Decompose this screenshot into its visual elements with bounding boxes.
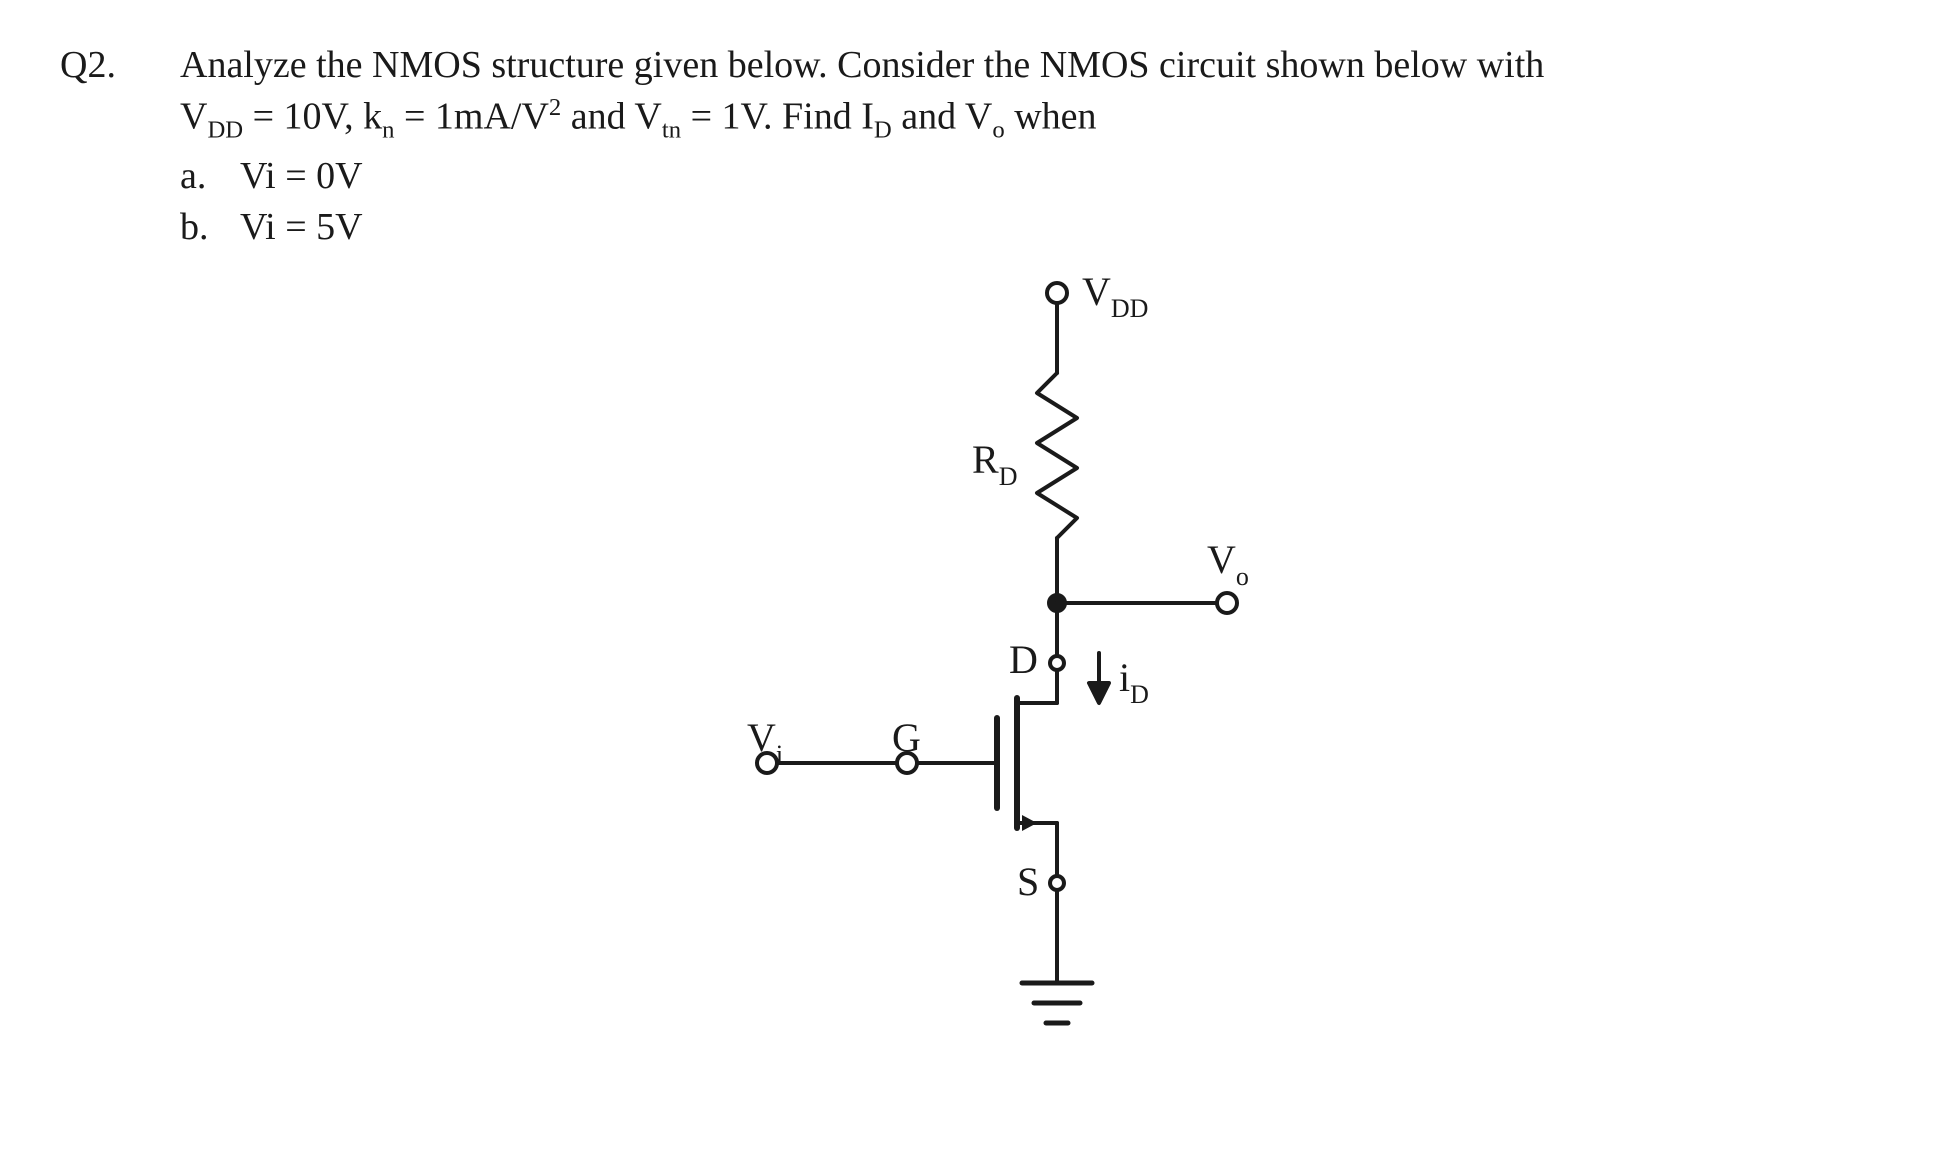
vo-label: Vo [1207, 537, 1249, 591]
vo-main: V [1207, 537, 1236, 582]
question-body: Analyze the NMOS structure given below. … [180, 40, 1894, 1093]
rd-label: RD [972, 437, 1017, 491]
l2c: and V [561, 96, 662, 138]
s-label: S [1017, 859, 1039, 904]
kn-sub: n [382, 117, 394, 144]
nmos-source-arrow [1022, 815, 1037, 831]
question-line-2: VDD = 10V, kn = 1mA/V2 and Vtn = 1V. Fin… [180, 91, 1894, 147]
l2a: = 10V, k [243, 96, 382, 138]
vdd-sub: DD [207, 117, 243, 144]
id-sub: D [874, 117, 892, 144]
part-a-label: a. [180, 151, 240, 202]
part-b-label: b. [180, 202, 240, 253]
d-main: D [1009, 637, 1038, 682]
rd-main: R [972, 437, 999, 482]
vdd-terminal [1047, 283, 1067, 303]
circuit-diagram: VDD RD [637, 263, 1437, 1093]
part-b-text: Vi = 5V [240, 202, 363, 253]
question-line-1: Analyze the NMOS structure given below. … [180, 40, 1894, 91]
v2-sup: 2 [549, 94, 561, 121]
part-b: b. Vi = 5V [180, 202, 1894, 253]
circuit-diagram-wrap: VDD RD [180, 263, 1894, 1093]
resistor-rd [1037, 373, 1077, 538]
question-parts: a. Vi = 0V b. Vi = 5V [180, 151, 1894, 254]
vi-main: V [747, 715, 776, 760]
vdd-main: V [1082, 269, 1111, 314]
vo-sub: o [992, 117, 1004, 144]
vdd-label: VDD [1082, 269, 1148, 323]
l2b: = 1mA/V [394, 96, 548, 138]
id-main: i [1119, 655, 1130, 700]
page: Q2. Analyze the NMOS structure given bel… [0, 0, 1954, 1162]
vo-sub2: o [1236, 562, 1249, 591]
rd-sub: D [999, 462, 1018, 491]
id-label: iD [1119, 655, 1149, 709]
part-a: a. Vi = 0V [180, 151, 1894, 202]
s-pin [1050, 876, 1064, 890]
vdd-v: V [180, 96, 207, 138]
g-label: G [892, 715, 921, 760]
question-number: Q2. [60, 40, 180, 91]
l2d: = 1V. Find I [681, 96, 874, 138]
s-main: S [1017, 859, 1039, 904]
d-pin [1050, 656, 1064, 670]
vdd-sub2: DD [1111, 294, 1149, 323]
circuit-group: VDD RD [747, 269, 1249, 1023]
d-label: D [1009, 637, 1038, 682]
vo-terminal [1217, 593, 1237, 613]
g-main: G [892, 715, 921, 760]
id-sub2: D [1130, 680, 1149, 709]
question-row: Q2. Analyze the NMOS structure given bel… [60, 40, 1894, 1093]
vtn-sub: tn [662, 117, 681, 144]
vi-sub2: i [776, 740, 783, 769]
part-a-text: Vi = 0V [240, 151, 363, 202]
l2f: when [1005, 96, 1097, 138]
id-arrow-head [1089, 683, 1109, 703]
l2e: and V [892, 96, 993, 138]
